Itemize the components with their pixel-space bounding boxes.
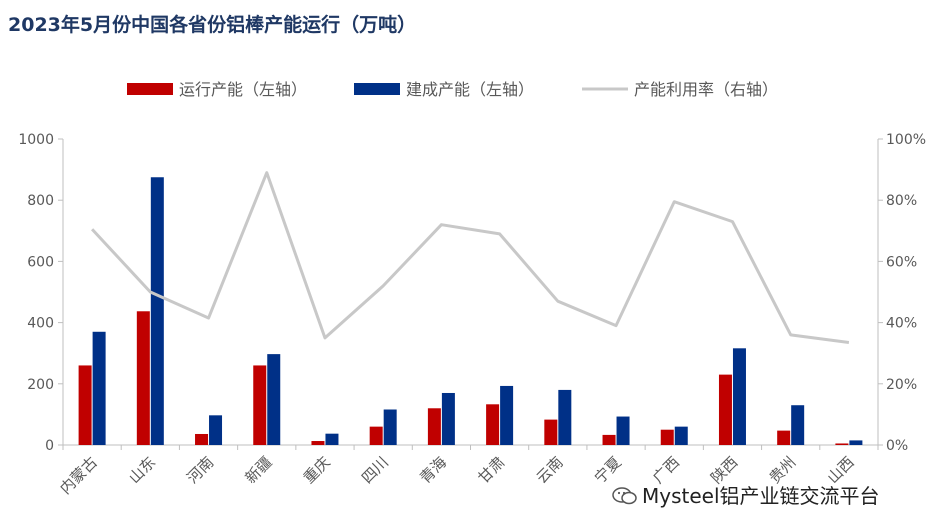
x-tick-label: 四川 [358, 453, 392, 487]
right-tick-label: 60% [886, 254, 917, 270]
x-tick-label: 青海 [416, 453, 450, 487]
watermark: Mysteel铝产业链交流平台 [612, 480, 880, 509]
bar-built-capacity [150, 177, 164, 445]
bar-built-capacity [92, 331, 106, 445]
bar-running-capacity [486, 404, 500, 445]
x-tick-label: 内蒙古 [56, 453, 101, 498]
utilization-line-path [91, 171, 850, 344]
bar-built-capacity [209, 415, 223, 445]
bar-running-capacity [78, 365, 92, 445]
bar-built-capacity [500, 385, 514, 445]
bar-built-capacity [267, 354, 281, 445]
right-tick-label: 0% [886, 438, 908, 454]
legend: 运行产能（左轴） 建成产能（左轴） 产能利用率（右轴） [127, 80, 778, 99]
left-tick-label: 400 [27, 316, 54, 332]
left-tick-label: 800 [27, 193, 54, 209]
bar-running-capacity [195, 433, 209, 445]
watermark-text: Mysteel铝产业链交流平台 [642, 484, 880, 508]
left-tick-label: 1000 [18, 132, 54, 148]
bar-running-capacity [718, 374, 732, 445]
legend-swatch [127, 83, 173, 95]
left-tick-label: 200 [27, 377, 54, 393]
left-tick-label: 600 [27, 254, 54, 270]
left-tick-label: 0 [45, 438, 54, 454]
bar-built-capacity [616, 416, 630, 445]
bar-built-capacity [325, 433, 339, 445]
right-tick-label: 100% [886, 132, 926, 148]
legend-label: 运行产能（左轴） [179, 80, 307, 99]
bar-running-capacity [835, 443, 849, 445]
chart-title: 2023年5月份中国各省份铝棒产能运行（万吨） [8, 14, 417, 36]
bar-running-capacity [369, 426, 383, 445]
bar-built-capacity [383, 409, 397, 445]
bar-running-capacity [136, 311, 150, 445]
wechat-icon [612, 487, 637, 505]
legend-swatch [354, 83, 400, 95]
bar-running-capacity [660, 429, 674, 445]
bars [78, 177, 863, 445]
x-tick-label: 新疆 [242, 453, 276, 487]
x-tick-label: 山东 [125, 453, 159, 487]
utilization-line [91, 171, 850, 344]
bar-built-capacity [732, 348, 746, 445]
x-tick-label: 云南 [533, 453, 567, 487]
x-tick-label: 河南 [183, 453, 217, 487]
bar-built-capacity [441, 392, 455, 445]
x-tick-label: 甘肃 [474, 453, 508, 487]
x-tick-label: 重庆 [300, 453, 334, 487]
bar-built-capacity [791, 405, 805, 445]
bar-built-capacity [674, 426, 688, 445]
legend-label: 建成产能（左轴） [406, 80, 534, 99]
bar-running-capacity [253, 365, 267, 445]
bar-built-capacity [849, 440, 863, 445]
right-tick-label: 20% [886, 377, 917, 393]
right-tick-label: 80% [886, 193, 917, 209]
bar-built-capacity [558, 389, 572, 445]
right-tick-label: 40% [886, 316, 917, 332]
bar-running-capacity [602, 434, 616, 445]
bar-running-capacity [777, 430, 791, 445]
bar-running-capacity [427, 408, 441, 445]
bar-running-capacity [311, 441, 325, 445]
bar-running-capacity [544, 419, 558, 445]
legend-label: 产能利用率（右轴） [634, 80, 778, 99]
